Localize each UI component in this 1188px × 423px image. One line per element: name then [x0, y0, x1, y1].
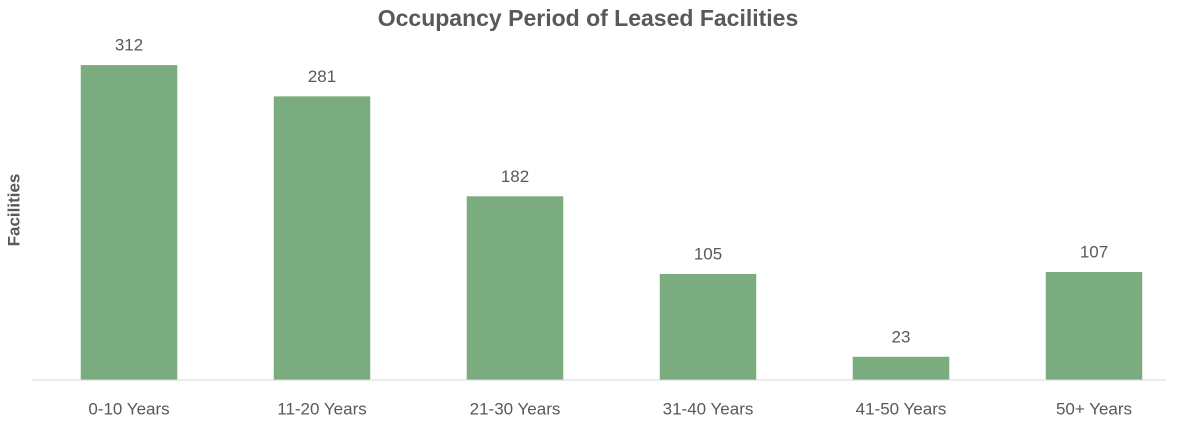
value-label: 312	[115, 36, 143, 55]
value-label: 23	[892, 327, 911, 346]
value-label: 107	[1080, 242, 1108, 261]
chart-title: Occupancy Period of Leased Facilities	[378, 5, 799, 31]
bar	[80, 65, 178, 380]
x-tick-label: 31-40 Years	[663, 399, 754, 418]
value-label: 182	[501, 167, 529, 186]
x-tick-label: 0-10 Years	[88, 399, 169, 418]
y-axis-label: Facilities	[4, 174, 23, 247]
bar	[466, 196, 564, 380]
x-tick-label: 21-30 Years	[470, 399, 561, 418]
value-label: 105	[694, 245, 722, 264]
bar	[659, 274, 757, 380]
value-label: 281	[308, 67, 336, 86]
x-tick-label: 11-20 Years	[277, 399, 366, 418]
x-tick-label: 41-50 Years	[856, 399, 947, 418]
bar	[273, 96, 371, 380]
bar	[1045, 271, 1143, 380]
bar	[852, 356, 950, 380]
x-tick-label: 50+ Years	[1056, 399, 1132, 418]
